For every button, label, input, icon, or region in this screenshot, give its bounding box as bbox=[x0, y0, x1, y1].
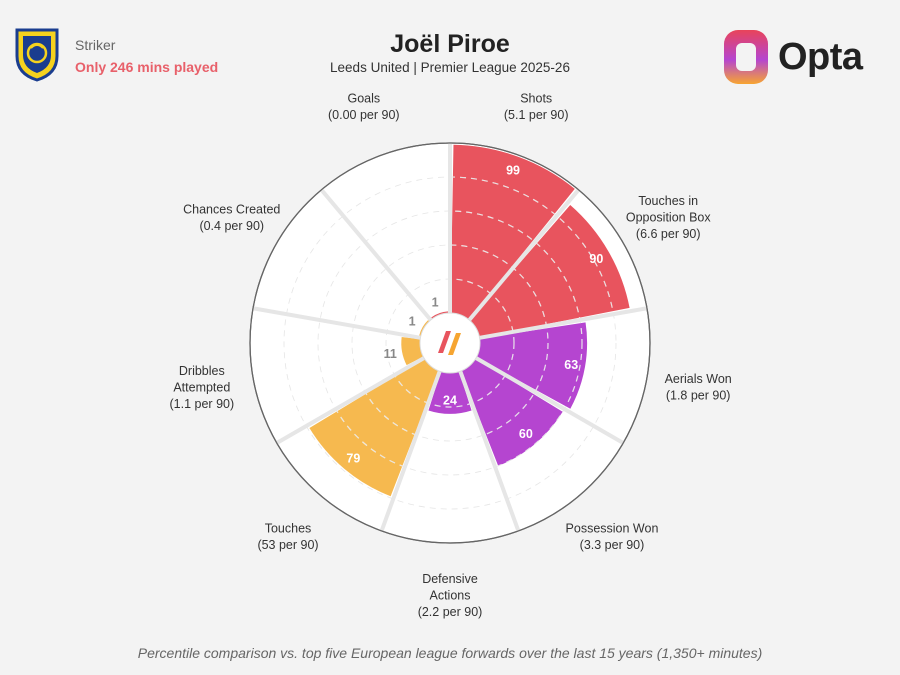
center-circle bbox=[419, 312, 481, 374]
category-label-line: Actions bbox=[430, 589, 471, 603]
category-label-line: (53 per 90) bbox=[257, 538, 318, 552]
category-label-line: (2.2 per 90) bbox=[418, 605, 483, 619]
category-label: Defensive Actions (2.2 per 90) bbox=[418, 572, 483, 619]
category-label-line: Shots bbox=[520, 91, 552, 105]
percentile-label: 79 bbox=[346, 452, 360, 466]
chart-outer-ring bbox=[249, 142, 651, 544]
grid-ring-shade-40 bbox=[351, 244, 549, 442]
wedge-defensive-actions bbox=[428, 371, 472, 414]
category-label: Chances Created (0.4 per 90) bbox=[183, 202, 280, 233]
category-label-line: (0.00 per 90) bbox=[328, 108, 400, 122]
category-label-line: (5.1 per 90) bbox=[504, 108, 569, 122]
percentile-label: 63 bbox=[564, 358, 578, 372]
wedge-aerials-won bbox=[476, 322, 588, 409]
category-label-line: Defensive bbox=[422, 572, 478, 586]
separator-line bbox=[275, 356, 426, 445]
separator-line bbox=[458, 370, 521, 532]
category-label-line: (6.6 per 90) bbox=[636, 227, 701, 241]
category-label-line: (1.1 per 90) bbox=[170, 397, 235, 411]
category-label-line: Attempted bbox=[173, 380, 230, 394]
wedge-touches-in-opposition-box bbox=[469, 205, 630, 338]
leeds-united-crest-icon bbox=[15, 28, 59, 82]
category-label: Shots (5.1 per 90) bbox=[504, 91, 569, 122]
category-label: Touches (53 per 90) bbox=[257, 521, 318, 552]
percentile-label: 1 bbox=[409, 315, 416, 329]
category-label-line: Possession Won bbox=[566, 521, 659, 535]
percentile-label: 11 bbox=[384, 347, 397, 361]
page-title: Joël Piroe bbox=[390, 30, 510, 58]
wedge-dribbles-attempted bbox=[401, 336, 424, 366]
opta-logo-icon bbox=[724, 30, 768, 84]
category-label-line: Aerials Won bbox=[665, 372, 732, 386]
wedge-possession-won bbox=[460, 358, 563, 466]
percentile-label: 90 bbox=[589, 252, 603, 266]
separator-line bbox=[252, 306, 421, 340]
separator-line bbox=[379, 370, 442, 532]
category-label-line: Opposition Box bbox=[626, 211, 712, 225]
category-label: Touches in Opposition Box (6.6 per 90) bbox=[626, 194, 712, 241]
category-label-line: Dribbles bbox=[179, 364, 225, 378]
category-label: Aerials Won (1.8 per 90) bbox=[665, 372, 732, 403]
category-label: Goals (0.00 per 90) bbox=[328, 91, 400, 122]
percentile-label: 60 bbox=[519, 427, 533, 441]
page-subtitle: Leeds United | Premier League 2025-26 bbox=[330, 60, 570, 75]
center-logo-icon-part bbox=[448, 333, 461, 355]
player-role: Striker bbox=[75, 37, 116, 53]
separator-line bbox=[479, 306, 648, 340]
percentile-label: 1 bbox=[432, 295, 439, 309]
category-label-line: (0.4 per 90) bbox=[199, 219, 264, 233]
category-label-line: (3.3 per 90) bbox=[580, 538, 645, 552]
percentile-label: 99 bbox=[506, 163, 520, 177]
separator-line bbox=[467, 188, 581, 322]
category-label-line: Goals bbox=[347, 91, 380, 105]
category-label-line: Chances Created bbox=[183, 202, 280, 216]
wedge-shots bbox=[450, 144, 575, 320]
footer-note: Percentile comparison vs. top five Europ… bbox=[137, 645, 763, 661]
brand-name: Opta bbox=[778, 36, 863, 78]
category-label: Possession Won (3.3 per 90) bbox=[566, 521, 659, 552]
percentile-label: 24 bbox=[443, 393, 457, 407]
center-logo-icon bbox=[438, 331, 451, 353]
separator-line bbox=[319, 188, 433, 322]
category-label-line: (1.8 per 90) bbox=[666, 389, 731, 403]
wedge-touches bbox=[309, 358, 440, 497]
category-label: Dribbles Attempted (1.1 per 90) bbox=[170, 364, 235, 411]
category-label-line: Touches bbox=[265, 521, 312, 535]
minutes-played-note: Only 246 mins played bbox=[75, 59, 219, 75]
separator-line bbox=[474, 356, 625, 445]
category-label-line: Touches in bbox=[638, 194, 698, 208]
